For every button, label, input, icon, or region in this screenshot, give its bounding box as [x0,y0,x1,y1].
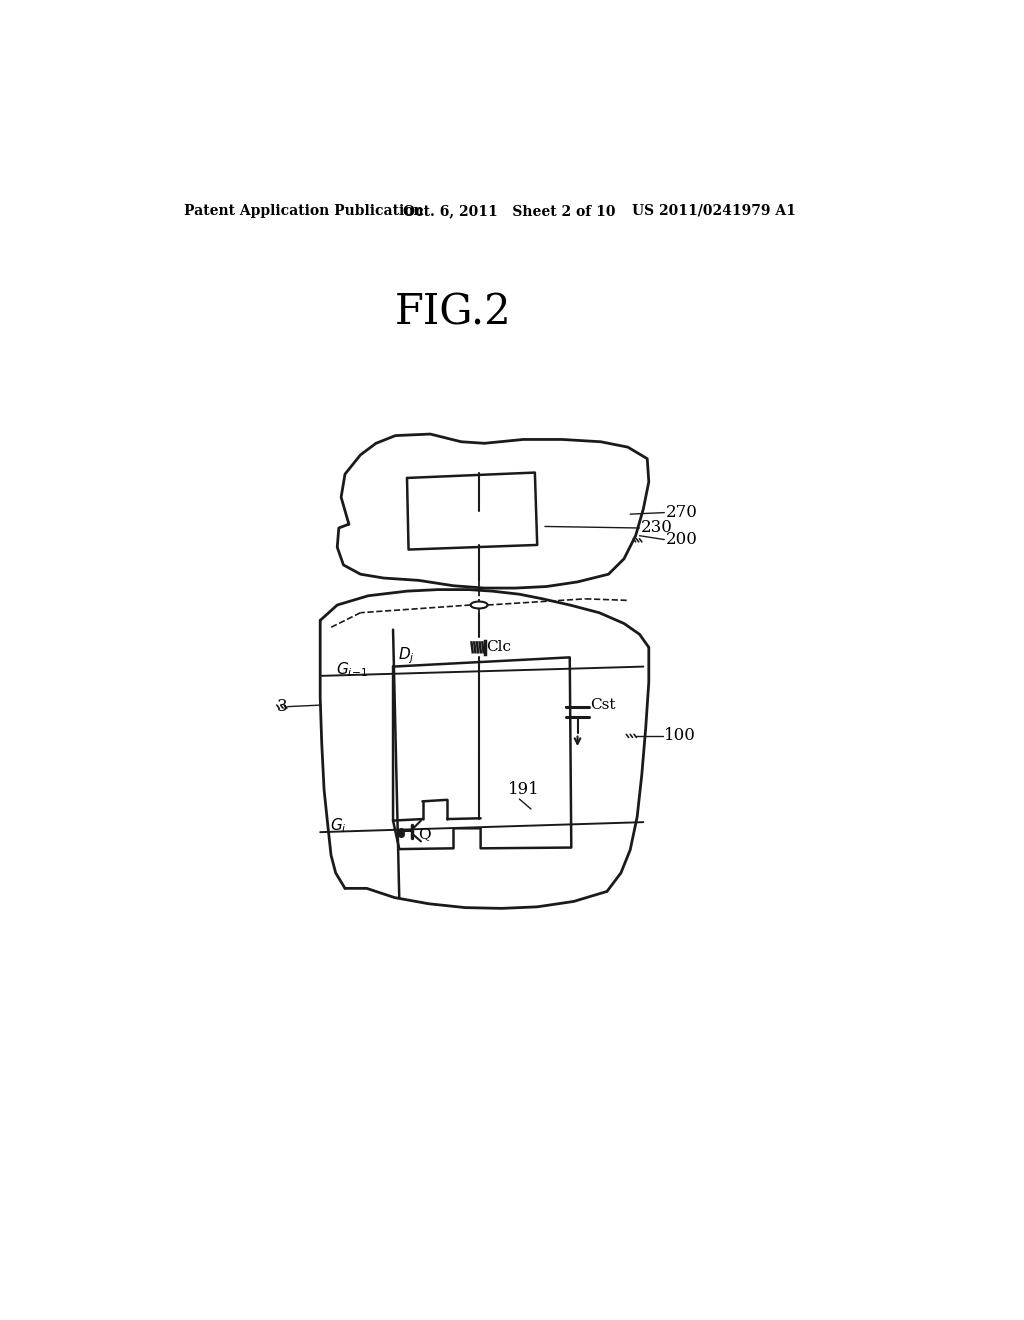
Text: Clc: Clc [486,640,511,655]
Text: Oct. 6, 2011   Sheet 2 of 10: Oct. 6, 2011 Sheet 2 of 10 [403,203,615,218]
Text: $D_j$: $D_j$ [397,645,415,667]
Ellipse shape [471,602,487,609]
Text: US 2011/0241979 A1: US 2011/0241979 A1 [632,203,796,218]
Text: 100: 100 [665,727,696,744]
Text: $G_{i\!-\!1}$: $G_{i\!-\!1}$ [336,660,368,678]
Text: 270: 270 [666,504,697,521]
Text: FIG.2: FIG.2 [395,292,512,334]
Text: $G_i$: $G_i$ [330,816,346,834]
Text: Cst: Cst [590,698,615,711]
Text: 3: 3 [276,698,288,715]
Text: 191: 191 [508,781,540,799]
Text: Patent Application Publication: Patent Application Publication [183,203,424,218]
Text: 200: 200 [666,531,697,548]
Text: Q: Q [418,828,430,841]
Text: 230: 230 [641,520,673,536]
